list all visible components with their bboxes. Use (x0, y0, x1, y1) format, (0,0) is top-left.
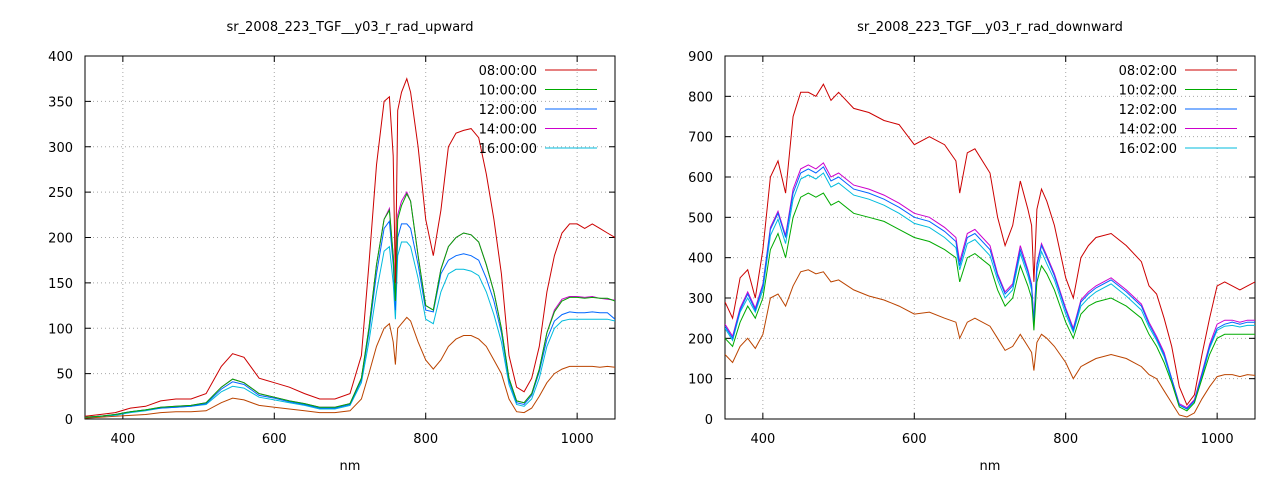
legend-label: 12:00:00 (479, 103, 537, 118)
y-tick-label: 900 (688, 50, 713, 65)
series-line-140200 (725, 162, 1255, 409)
y-tick-label: 600 (688, 171, 713, 186)
plot-frame (724, 55, 1256, 420)
legend-entry: 12:02:00 (1119, 103, 1237, 118)
y-tick-label: 0 (65, 413, 73, 428)
legend-label: 10:00:00 (479, 84, 537, 99)
legend-label: 14:00:00 (479, 123, 537, 138)
y-tick-label: 300 (688, 292, 713, 307)
x-tick-label: 600 (262, 432, 287, 447)
chart-title: sr_2008_223_TGF__y03_r_rad_downward (857, 20, 1123, 35)
chart-title: sr_2008_223_TGF__y03_r_rad_upward (226, 20, 473, 35)
legend-entry: 14:00:00 (479, 123, 597, 138)
x-tick-label: 400 (750, 432, 775, 447)
y-tick-label: 100 (688, 373, 713, 388)
legend-label: 16:02:00 (1119, 142, 1177, 157)
y-tick-label: 200 (688, 332, 713, 347)
legend-entry: 16:00:00 (479, 142, 597, 157)
series-line-unnamed-5 (85, 316, 615, 419)
series-line-unnamed-5 (725, 269, 1255, 418)
series-line-120200 (725, 166, 1255, 410)
legend-label: 08:02:00 (1119, 64, 1177, 79)
legend-entry: 10:00:00 (479, 84, 597, 99)
x-axis-label: nm (340, 459, 361, 474)
series-line-100000 (85, 192, 615, 418)
y-tick-label: 350 (48, 95, 73, 110)
series-line-080000 (85, 77, 615, 417)
x-axis-label: nm (980, 459, 1001, 474)
y-tick-label: 700 (688, 131, 713, 146)
chart-2: sr_2008_223_TGF__y03_r_rad_downward 400 60… (688, 20, 1256, 474)
series-line-080200 (725, 83, 1255, 406)
legend-label: 10:02:00 (1119, 84, 1177, 99)
y-tick-label: 0 (705, 413, 713, 428)
y-tick-label: 50 (56, 368, 73, 383)
series-line-120000 (85, 219, 615, 418)
legend-entry: 16:02:00 (1119, 142, 1237, 157)
x-tick-label: 1000 (1201, 432, 1234, 447)
x-tick-label: 800 (413, 432, 438, 447)
legend-entry: 12:00:00 (479, 103, 597, 118)
legend-entry: 14:02:00 (1119, 123, 1237, 138)
series-line-160000 (85, 241, 615, 418)
y-tick-label: 400 (48, 50, 73, 65)
legend-label: 08:00:00 (479, 64, 537, 79)
y-tick-label: 400 (688, 252, 713, 267)
y-tick-label: 200 (48, 232, 73, 247)
legend-entry: 08:02:00 (1119, 64, 1237, 79)
chart-1: sr_2008_223_TGF__y03_r_rad_upward 400 600 8… (48, 20, 616, 474)
legend-label: 16:00:00 (479, 142, 537, 157)
x-tick-label: 800 (1053, 432, 1078, 447)
x-tick-label: 600 (902, 432, 927, 447)
legend-entry: 10:02:00 (1119, 84, 1237, 99)
legend-label: 12:02:00 (1119, 103, 1177, 118)
series-line-100200 (725, 192, 1255, 412)
y-tick-label: 150 (48, 277, 73, 292)
y-tick-label: 100 (48, 322, 73, 337)
series-line-160200 (725, 172, 1255, 410)
x-tick-label: 1000 (561, 432, 594, 447)
y-tick-label: 500 (688, 211, 713, 226)
legend-label: 14:02:00 (1119, 123, 1177, 138)
y-tick-label: 250 (48, 186, 73, 201)
y-tick-label: 300 (48, 141, 73, 156)
y-tick-label: 800 (688, 90, 713, 105)
x-tick-label: 400 (110, 432, 135, 447)
legend-entry: 08:00:00 (479, 64, 597, 79)
